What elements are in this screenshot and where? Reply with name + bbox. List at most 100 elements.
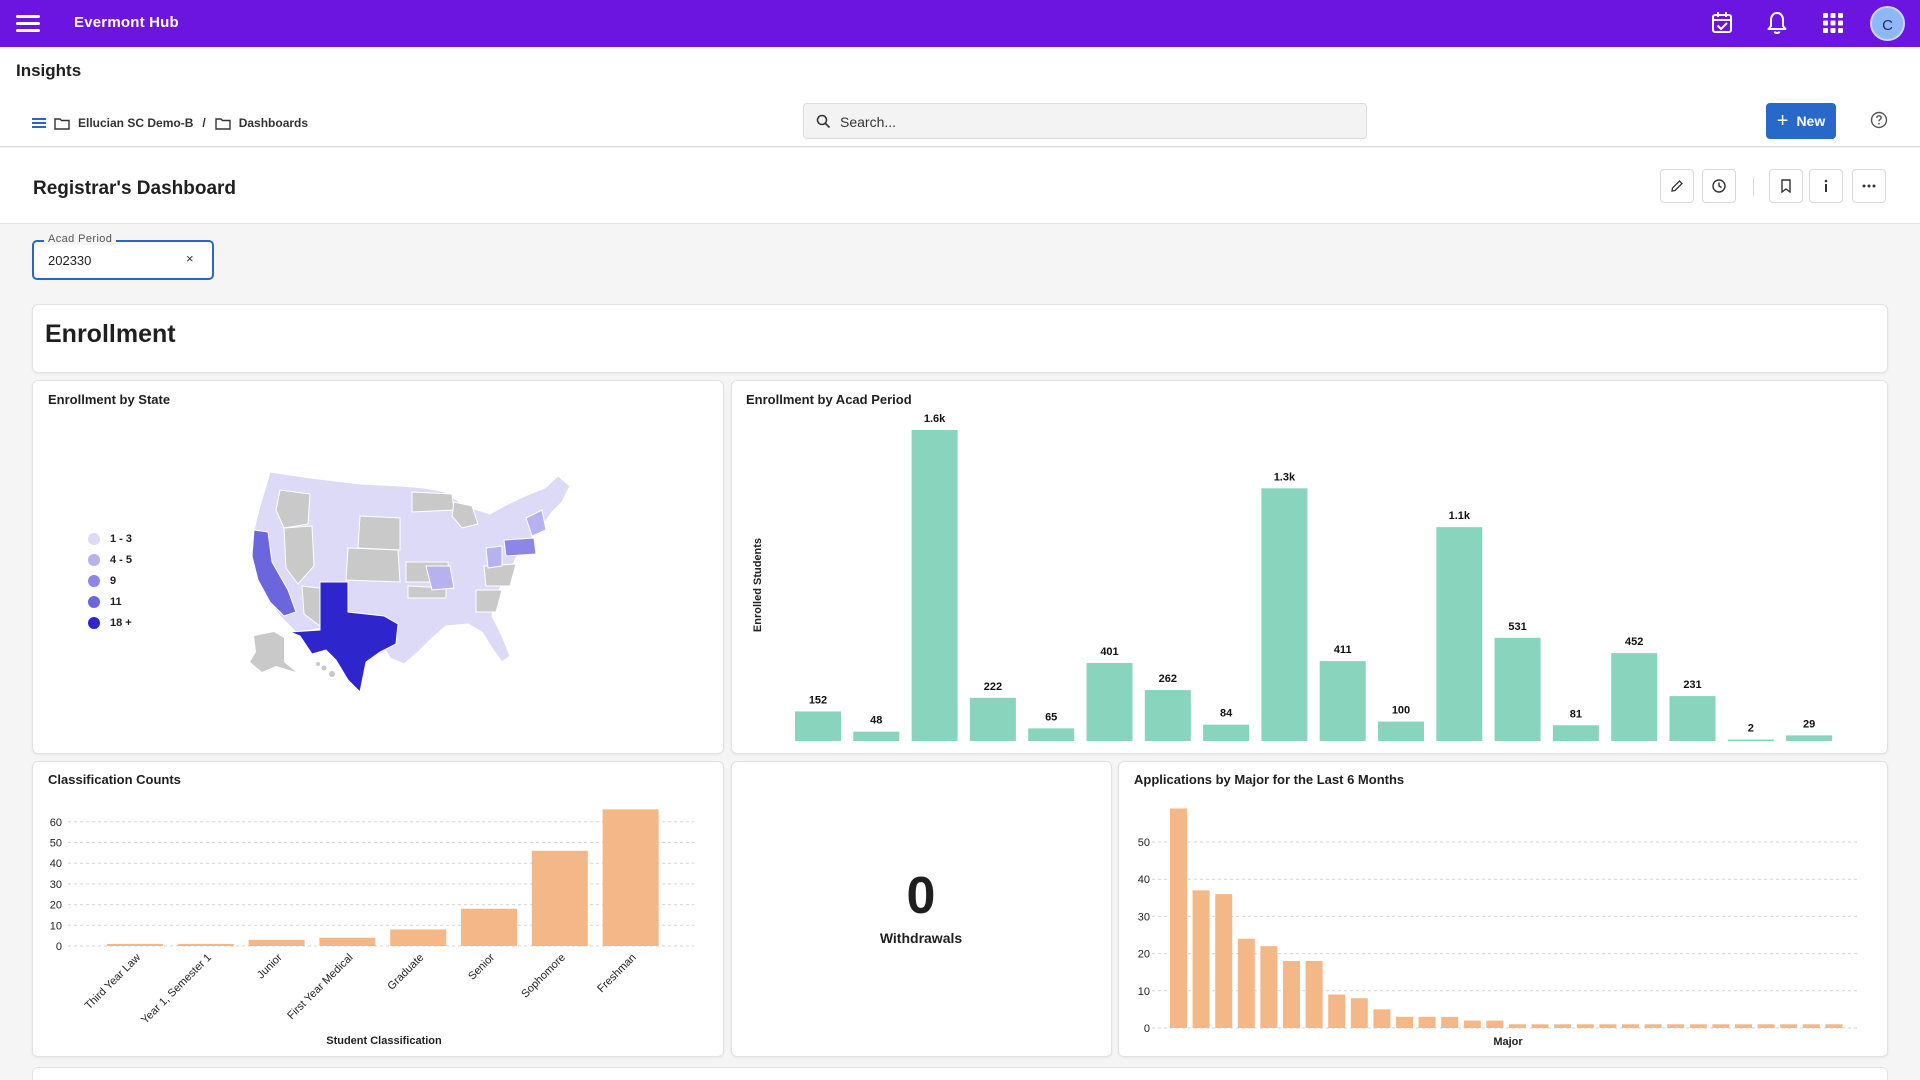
bar: [1441, 1016, 1459, 1028]
more-horizontal-icon: [1862, 184, 1876, 188]
bar: [1396, 1016, 1413, 1028]
bar: [602, 809, 659, 946]
bar: [1554, 1024, 1572, 1028]
bookmark-icon: [1781, 179, 1791, 193]
app-name[interactable]: Evermont Hub: [74, 14, 179, 31]
data-label: 48: [870, 715, 882, 727]
bar: [1599, 1024, 1617, 1028]
legend-label: 18 +: [110, 616, 132, 629]
withdrawals-card: [731, 761, 1112, 1057]
user-avatar[interactable]: C: [1870, 6, 1905, 41]
data-label: 222: [984, 681, 1002, 693]
x-tick-label: Junior: [255, 951, 285, 981]
search-box[interactable]: [803, 103, 1367, 139]
state-grey: [275, 489, 311, 529]
us-choropleth-map[interactable]: [240, 466, 600, 696]
state-hawaii: [316, 662, 320, 666]
breadcrumb: Ellucian SC Demo-B / Dashboards: [32, 113, 308, 133]
search-input[interactable]: [840, 112, 1340, 132]
bar: [1436, 527, 1483, 741]
state-pennsylvania: [503, 537, 537, 557]
data-label: 1.3k: [1274, 471, 1296, 483]
state-texas: [289, 581, 399, 694]
data-label: 1.6k: [924, 413, 946, 425]
bar: [853, 731, 900, 741]
bell-icon[interactable]: [1764, 10, 1790, 36]
legend-item: 9: [88, 570, 132, 591]
bar: [1509, 1024, 1526, 1028]
bar: [1644, 1024, 1662, 1028]
bar: [1552, 725, 1599, 741]
help-icon[interactable]: [1870, 111, 1888, 129]
legend-item: 4 - 5: [88, 549, 132, 570]
legend-item: 18 +: [88, 612, 132, 633]
bar: [1203, 724, 1250, 741]
data-label: 411: [1334, 644, 1352, 656]
withdrawals-label: Withdrawals: [879, 930, 963, 946]
bar: [1780, 1024, 1798, 1028]
bar: [1825, 1024, 1843, 1028]
bar: [390, 929, 447, 946]
breadcrumb-item-dashboards[interactable]: Dashboards: [238, 116, 309, 130]
acad-period-filter[interactable]: Acad Period 202330 ×: [32, 233, 214, 280]
state-ohio: [485, 545, 503, 569]
bar: [1350, 998, 1368, 1028]
search-icon: [816, 114, 831, 129]
y-tick-label: 60: [50, 817, 62, 829]
new-button-label: New: [1796, 113, 1826, 129]
breadcrumb-separator: /: [202, 116, 206, 130]
section-title: Enrollment: [45, 320, 176, 348]
bookmark-button[interactable]: [1769, 169, 1803, 203]
state-hawaii: [321, 665, 327, 671]
bar: [1328, 994, 1346, 1028]
withdrawals-value: 0: [906, 867, 936, 925]
history-button[interactable]: [1702, 169, 1736, 203]
state-grey: [451, 501, 479, 529]
bar: [461, 908, 517, 946]
apps-grid-icon[interactable]: [1820, 10, 1846, 36]
breadcrumb-item-org[interactable]: Ellucian SC Demo-B: [78, 116, 194, 130]
bar: [1028, 728, 1075, 741]
bar: [177, 943, 234, 946]
data-label: 65: [1045, 711, 1057, 723]
more-options-button[interactable]: [1852, 169, 1886, 203]
bar: [911, 430, 958, 741]
top-app-bar: Evermont Hub C: [0, 0, 1920, 47]
edit-button[interactable]: [1660, 169, 1694, 203]
state-missouri: [425, 565, 455, 591]
legend-swatch: [88, 553, 100, 566]
bar: [1237, 938, 1255, 1028]
bar: [1757, 1024, 1775, 1028]
calendar-check-icon[interactable]: [1709, 10, 1735, 36]
card-title: Enrollment by Acad Period: [746, 392, 912, 407]
bar: [795, 711, 841, 741]
filter-value[interactable]: 202330: [48, 253, 92, 268]
state-grey: [283, 525, 315, 585]
bar: [1689, 1024, 1707, 1028]
y-tick-label: 30: [1138, 911, 1150, 923]
x-tick-label: Third Year Law: [83, 952, 143, 1012]
page-title: Insights: [16, 61, 82, 80]
hamburger-menu-icon[interactable]: [16, 12, 40, 34]
insights-header: Insights Ellucian SC Demo-B / Dashboards…: [0, 47, 1920, 147]
data-label: 81: [1570, 708, 1582, 720]
data-label: 2: [1748, 723, 1754, 735]
applications-by-major-chart: 0 10 20 30 40 50 Major: [1138, 808, 1860, 1048]
bar: [1261, 488, 1308, 741]
bar: [1669, 696, 1716, 741]
x-tick-label: Freshman: [595, 952, 639, 996]
data-label: 231: [1683, 679, 1701, 691]
bar: [1260, 946, 1278, 1028]
y-tick-label: 50: [50, 838, 62, 850]
y-tick-label: 20: [1138, 949, 1150, 961]
card-title: Classification Counts: [48, 772, 181, 787]
y-tick-label: 30: [50, 879, 62, 891]
clear-filter-icon[interactable]: ×: [186, 251, 194, 266]
bar: [531, 850, 588, 946]
info-button[interactable]: [1809, 169, 1843, 203]
list-menu-icon[interactable]: [32, 117, 46, 129]
bar: [1319, 661, 1366, 741]
new-button[interactable]: + New: [1766, 103, 1836, 139]
data-label: 29: [1803, 718, 1815, 730]
